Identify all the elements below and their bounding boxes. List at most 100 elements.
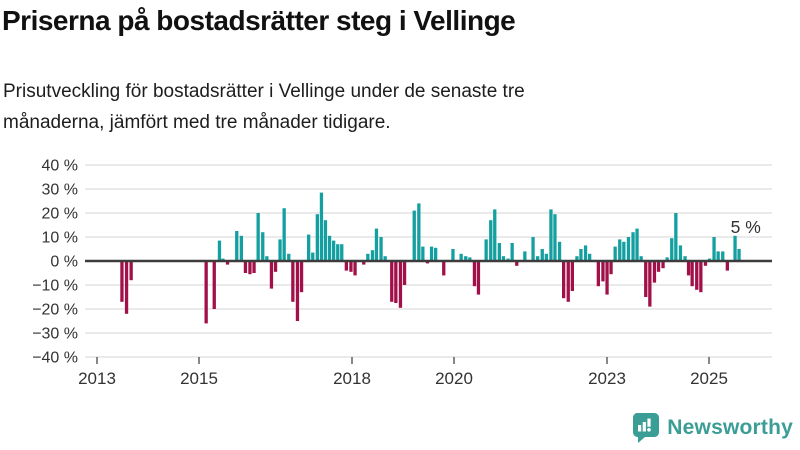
y-axis-tick-label: 10 %: [42, 230, 78, 247]
bar: [273, 261, 278, 272]
y-axis-tick-label: −20 %: [32, 302, 78, 319]
bar: [716, 251, 720, 261]
bar: [212, 261, 216, 309]
bar: [327, 235, 332, 261]
x-axis-tick-label: 2020: [435, 369, 473, 388]
bar: [412, 210, 416, 261]
brand-name: Newsworthy: [667, 415, 793, 439]
newsworthy-logo: Newsworthy: [632, 412, 793, 443]
bar: [609, 261, 613, 275]
bar: [557, 241, 562, 261]
bar: [291, 261, 295, 302]
y-axis-tick-label: 0 %: [50, 254, 78, 271]
bar: [239, 235, 243, 261]
bar: [605, 261, 609, 295]
bar: [661, 261, 665, 269]
bar: [472, 261, 477, 287]
bar: [737, 249, 741, 261]
bar: [256, 213, 260, 261]
bar: [429, 246, 434, 261]
last-value-annotation: 5 %: [731, 217, 761, 237]
bar: [464, 256, 468, 261]
bar: [394, 261, 398, 303]
bar: [349, 261, 353, 272]
newsworthy-speech-bubble-chart-icon: [633, 413, 660, 443]
x-axis-tick-label: 2023: [588, 369, 626, 388]
bar: [544, 253, 548, 261]
bar: [712, 237, 716, 261]
bar: [476, 261, 481, 295]
bar: [287, 253, 291, 261]
y-axis-tick-label: 30 %: [42, 182, 78, 199]
bar: [269, 261, 274, 289]
y-axis-tick-label: −30 %: [32, 326, 78, 343]
bar: [497, 243, 501, 261]
bar: [683, 256, 687, 261]
bar: [536, 256, 540, 261]
bar: [695, 261, 699, 290]
bar: [319, 192, 324, 261]
bar: [639, 256, 643, 261]
bar: [299, 261, 304, 293]
bar: [248, 261, 252, 275]
subtitle-line-1: Prisutveckling för bostadsrätter i Velli…: [3, 81, 525, 102]
bar: [674, 213, 678, 261]
bar: [421, 246, 425, 261]
bar: [434, 247, 438, 261]
bar: [721, 251, 725, 261]
bar: [451, 249, 455, 261]
bar: [733, 235, 737, 261]
bar: [523, 251, 527, 261]
x-axis-tick-label: 2015: [180, 369, 218, 388]
bar: [340, 244, 344, 261]
bar: [243, 261, 248, 273]
bar: [648, 261, 652, 307]
bar: [579, 249, 583, 261]
y-axis-tick-label: 20 %: [42, 206, 78, 223]
bar: [553, 214, 557, 261]
bar: [370, 250, 375, 261]
bar: [678, 245, 683, 261]
bar: [690, 261, 694, 287]
bar: [332, 240, 336, 261]
bar: [613, 246, 617, 261]
bar: [417, 203, 421, 261]
bar: [644, 261, 648, 297]
bar: [566, 261, 570, 302]
bar: [353, 261, 357, 276]
bar: [344, 261, 348, 271]
bar: [510, 243, 514, 261]
bar: [515, 261, 519, 266]
bar: [635, 228, 639, 261]
bar: [278, 239, 282, 261]
bar: [588, 253, 592, 261]
bar: [295, 261, 300, 321]
bar: [468, 257, 472, 261]
bar: [425, 261, 430, 264]
bar: [390, 261, 394, 302]
bar: [311, 252, 315, 261]
bar: [489, 220, 493, 261]
bar: [402, 261, 407, 285]
x-axis-tick-label: 2018: [333, 369, 371, 388]
bar: [124, 261, 129, 314]
bar: [622, 241, 626, 261]
bar: [652, 261, 657, 283]
bar: [336, 244, 340, 261]
bar: [362, 261, 366, 265]
bar: [575, 256, 579, 261]
bar: [656, 261, 661, 272]
bar: [596, 261, 600, 287]
bar: [282, 208, 286, 261]
bar: [562, 261, 566, 299]
x-axis-tick-label: 2025: [690, 369, 728, 388]
bar: [265, 256, 269, 261]
bar: [583, 245, 588, 261]
bar: [379, 237, 383, 261]
chart-subtitle: Prisutveckling för bostadsrätter i Velli…: [3, 76, 763, 138]
y-axis-tick-label: 40 %: [42, 158, 78, 175]
y-axis-tick-label: −10 %: [32, 278, 78, 295]
bar: [383, 256, 387, 261]
